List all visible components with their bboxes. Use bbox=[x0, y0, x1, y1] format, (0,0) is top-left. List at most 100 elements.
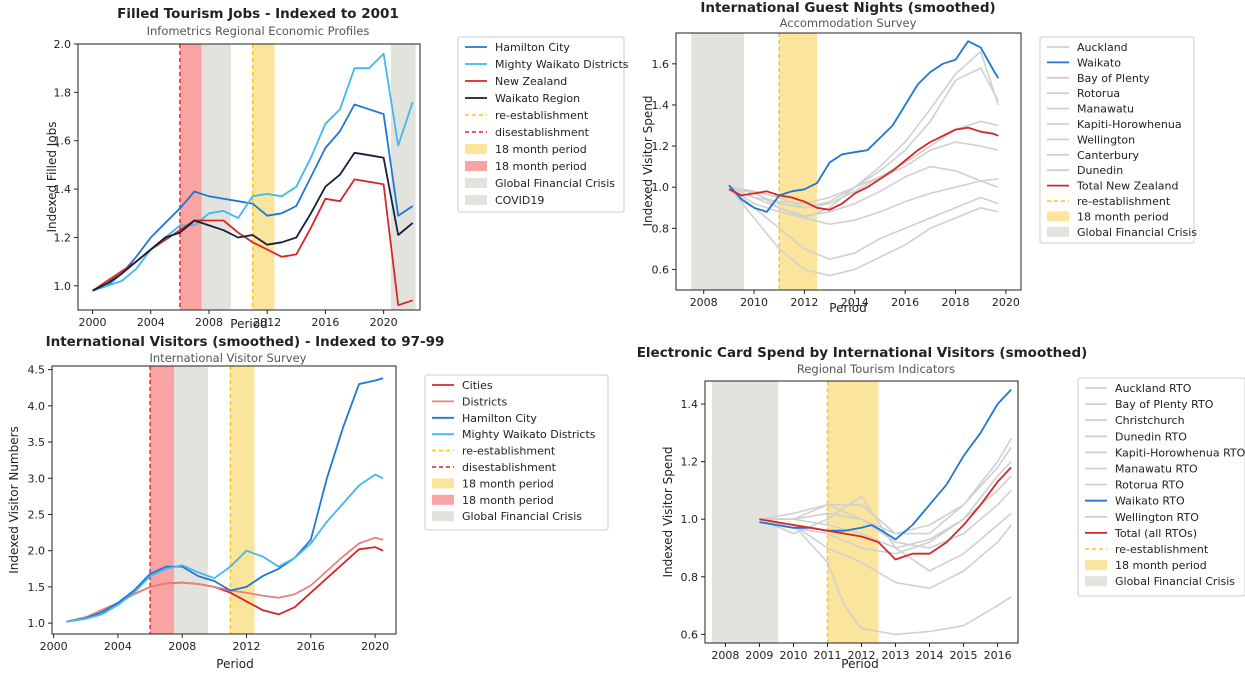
x-tick-label: 2020 bbox=[370, 316, 398, 329]
y-tick-label: 1.4 bbox=[652, 99, 670, 112]
y-tick-label: 1.6 bbox=[54, 135, 72, 148]
series-line bbox=[728, 50, 1000, 219]
legend-label: Global Financial Crisis bbox=[1077, 226, 1197, 239]
series-line bbox=[728, 40, 1000, 213]
series-line bbox=[66, 536, 384, 623]
x-tick-label: 2013 bbox=[882, 649, 910, 662]
y-tick-label: 2.5 bbox=[28, 508, 46, 521]
legend: Cities Districts Hamilton City Mighty Waika… bbox=[424, 374, 609, 531]
shaded-span bbox=[779, 33, 818, 290]
x-tick-label: 2016 bbox=[311, 316, 339, 329]
series-line bbox=[92, 151, 414, 292]
y-tick-label: 1.8 bbox=[54, 86, 72, 99]
x-tick-label: 2000 bbox=[79, 316, 107, 329]
legend-label: Bay of Plenty bbox=[1077, 72, 1150, 85]
x-tick-label: 2014 bbox=[841, 296, 869, 309]
y-tick-label: 0.8 bbox=[652, 222, 670, 235]
series-line bbox=[66, 377, 384, 623]
series-line bbox=[92, 52, 414, 292]
legend: Auckland Waikato Bay of Plenty Rotorua Manaw… bbox=[1039, 36, 1197, 244]
y-tick-label: 1.2 bbox=[652, 140, 670, 153]
x-tick-label: 2016 bbox=[297, 640, 325, 653]
legend-swatch bbox=[465, 178, 487, 188]
x-tick-label: 2020 bbox=[361, 640, 389, 653]
legend-label: re-establishment bbox=[495, 109, 589, 122]
legend-label: Bay of Plenty RTO bbox=[1115, 398, 1214, 411]
legend-box bbox=[1077, 377, 1245, 597]
plot-area bbox=[691, 33, 1000, 290]
series-line bbox=[728, 186, 999, 277]
legend-swatch bbox=[432, 494, 454, 505]
legend-label: Rotorua RTO bbox=[1115, 479, 1184, 492]
legend: Auckland RTO Bay of Plenty RTO Christchurc… bbox=[1077, 377, 1245, 597]
shaded-span bbox=[691, 33, 744, 290]
legend-label: Manawatu RTO bbox=[1115, 463, 1198, 476]
series-line bbox=[759, 388, 1012, 541]
series-line bbox=[759, 489, 1012, 549]
y-tick-label: 2.0 bbox=[54, 38, 72, 51]
x-tick-label: 2009 bbox=[745, 649, 773, 662]
legend-label: Waikato bbox=[1077, 56, 1121, 69]
y-tick-label: 1.4 bbox=[681, 398, 699, 411]
y-tick-label: 0.8 bbox=[681, 571, 699, 584]
legend-label: 18 month period bbox=[462, 477, 554, 490]
series-line bbox=[759, 518, 1012, 636]
series-line bbox=[92, 103, 414, 292]
x-tick-label: 2014 bbox=[916, 649, 944, 662]
chart-4: Electronic Card Spend by International V… bbox=[637, 345, 1245, 671]
legend-label: Districts bbox=[462, 395, 508, 408]
x-tick-label: 2016 bbox=[984, 649, 1012, 662]
y-tick-label: 2.0 bbox=[28, 545, 46, 558]
y-tick-label: 1.0 bbox=[28, 617, 46, 630]
legend-label: Global Financial Crisis bbox=[462, 510, 582, 523]
y-tick-label: 4.5 bbox=[28, 364, 46, 377]
legend-swatch bbox=[465, 144, 487, 154]
legend-label: disestablishment bbox=[462, 461, 557, 474]
x-tick-label: 2000 bbox=[40, 640, 68, 653]
x-tick-label: 2012 bbox=[233, 640, 261, 653]
legend-label: disestablishment bbox=[495, 126, 590, 139]
y-tick-label: 1.0 bbox=[54, 280, 72, 293]
legend-label: New Zealand bbox=[495, 75, 567, 88]
legend-swatch bbox=[465, 161, 487, 171]
x-tick-label: 2010 bbox=[779, 649, 807, 662]
legend-label: Mighty Waikato Districts bbox=[462, 428, 596, 441]
legend: Hamilton City Mighty Waikato Districts New… bbox=[457, 36, 629, 213]
legend-label: 18 month period bbox=[1115, 559, 1207, 572]
series-line bbox=[66, 473, 384, 623]
plot-area bbox=[66, 366, 384, 634]
x-tick-label: 2020 bbox=[992, 296, 1020, 309]
legend-label: Canterbury bbox=[1077, 149, 1139, 162]
legend-label: Kapiti-Horowhenua bbox=[1077, 118, 1182, 131]
chart-1: Filled Tourism Jobs - Indexed to 2001 Inf… bbox=[45, 6, 629, 331]
legend-swatch bbox=[432, 511, 454, 522]
y-tick-label: 1.2 bbox=[681, 456, 699, 469]
x-tick-label: 2018 bbox=[942, 296, 970, 309]
series-line bbox=[728, 141, 999, 209]
series-line bbox=[759, 518, 1012, 590]
chart-title: International Guest Nights (smoothed) bbox=[700, 0, 995, 16]
x-tick-label: 2012 bbox=[790, 296, 818, 309]
series-line bbox=[66, 546, 384, 623]
chart-title: Filled Tourism Jobs - Indexed to 2001 bbox=[117, 6, 399, 22]
shaded-span bbox=[711, 381, 779, 643]
legend-label: Kapiti-Horowhenua RTO bbox=[1115, 446, 1245, 459]
legend-label: Christchurch bbox=[1115, 414, 1185, 427]
legend-label: Global Financial Crisis bbox=[1115, 575, 1235, 588]
legend-label: Waikato RTO bbox=[1115, 495, 1185, 508]
y-tick-label: 0.6 bbox=[652, 263, 670, 276]
series-line bbox=[728, 178, 999, 225]
x-tick-label: 2010 bbox=[740, 296, 768, 309]
plot-area bbox=[92, 44, 416, 310]
x-axis-label: Period bbox=[216, 657, 253, 671]
legend-label: Dunedin RTO bbox=[1115, 430, 1187, 443]
legend-label: Global Financial Crisis bbox=[495, 177, 615, 190]
legend-swatch bbox=[465, 195, 487, 205]
series-line bbox=[728, 126, 999, 211]
axes-frame bbox=[77, 43, 421, 311]
x-tick-label: 2008 bbox=[711, 649, 739, 662]
chart-3: International Visitors (smoothed) - Inde… bbox=[7, 334, 609, 671]
legend-label: Hamilton City bbox=[462, 412, 537, 425]
series-line bbox=[759, 466, 1012, 561]
shaded-span bbox=[252, 44, 275, 310]
